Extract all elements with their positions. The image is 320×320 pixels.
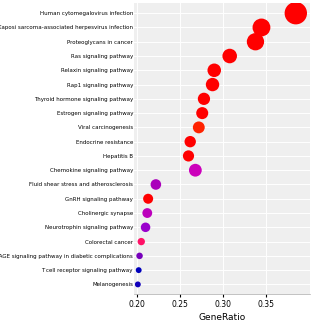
- Point: [145, 211, 150, 216]
- Point: [188, 139, 193, 144]
- Point: [135, 282, 140, 287]
- Point: [200, 110, 205, 116]
- Point: [196, 125, 201, 130]
- Point: [143, 225, 148, 230]
- Point: [136, 268, 141, 273]
- Point: [193, 168, 198, 173]
- Point: [259, 25, 264, 30]
- Point: [253, 39, 258, 44]
- Point: [212, 68, 217, 73]
- Point: [227, 53, 232, 59]
- Point: [146, 196, 151, 201]
- Point: [186, 153, 191, 158]
- X-axis label: GeneRatio: GeneRatio: [199, 313, 246, 320]
- Point: [139, 239, 144, 244]
- Point: [153, 182, 158, 187]
- Point: [293, 11, 298, 16]
- Point: [137, 253, 142, 259]
- Point: [201, 96, 206, 101]
- Point: [210, 82, 215, 87]
